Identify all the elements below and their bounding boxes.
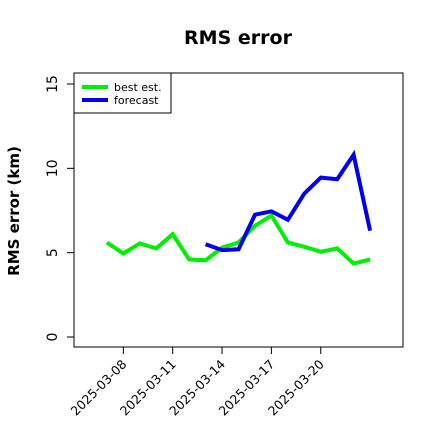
series-layer [105,149,373,266]
legend-label-forecast: forecast [114,94,159,107]
legend-box [73,72,172,114]
legend: best est.forecast [73,72,172,114]
chart-title: RMS error [184,27,293,49]
series-line-best-est [105,212,371,266]
series-line-forecast [204,149,373,253]
y-tick-label: 15 [45,75,61,93]
y-tick-label: 5 [45,248,61,257]
y-tick-label: 10 [45,159,61,177]
legend-label-best-est: best est. [114,81,162,94]
plot-frame [73,72,404,348]
y-axis-label: RMS error (km) [5,146,23,276]
y-tick-label: 0 [45,333,61,342]
axes: 0510152025-03-082025-03-112025-03-142025… [45,75,327,418]
